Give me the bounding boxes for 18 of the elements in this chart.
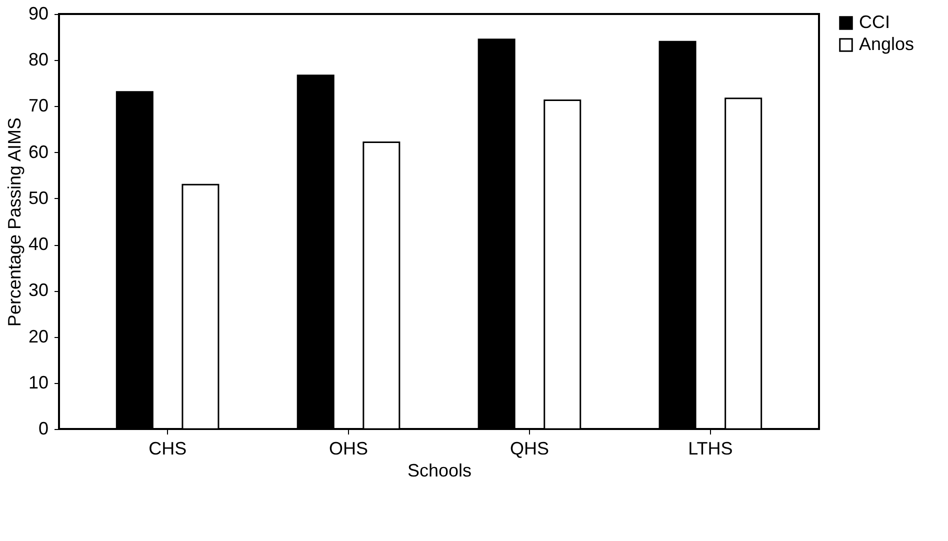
y-tick-label: 10 [28,372,48,392]
x-axis-title: Schools [407,460,472,480]
legend-label: Anglos [859,34,914,54]
y-tick-label: 40 [28,234,48,254]
x-tick-label: CHS [148,438,187,458]
y-axis-title: Percentage Passing AIMS [4,117,24,327]
x-tick-label: OHS [329,438,368,458]
x-tick-label: QHS [510,438,549,458]
y-tick-label: 50 [28,188,48,208]
y-tick-label: 60 [28,142,48,162]
y-tick-label: 80 [28,50,48,70]
legend-label: CCI [859,12,890,32]
y-tick-label: 70 [28,96,48,116]
y-tick-label: 30 [28,280,48,300]
y-tick-label: 20 [28,326,48,346]
y-tick-label: 0 [38,418,48,438]
x-tick-label: LTHS [688,438,733,458]
y-tick-label: 90 [28,4,48,24]
